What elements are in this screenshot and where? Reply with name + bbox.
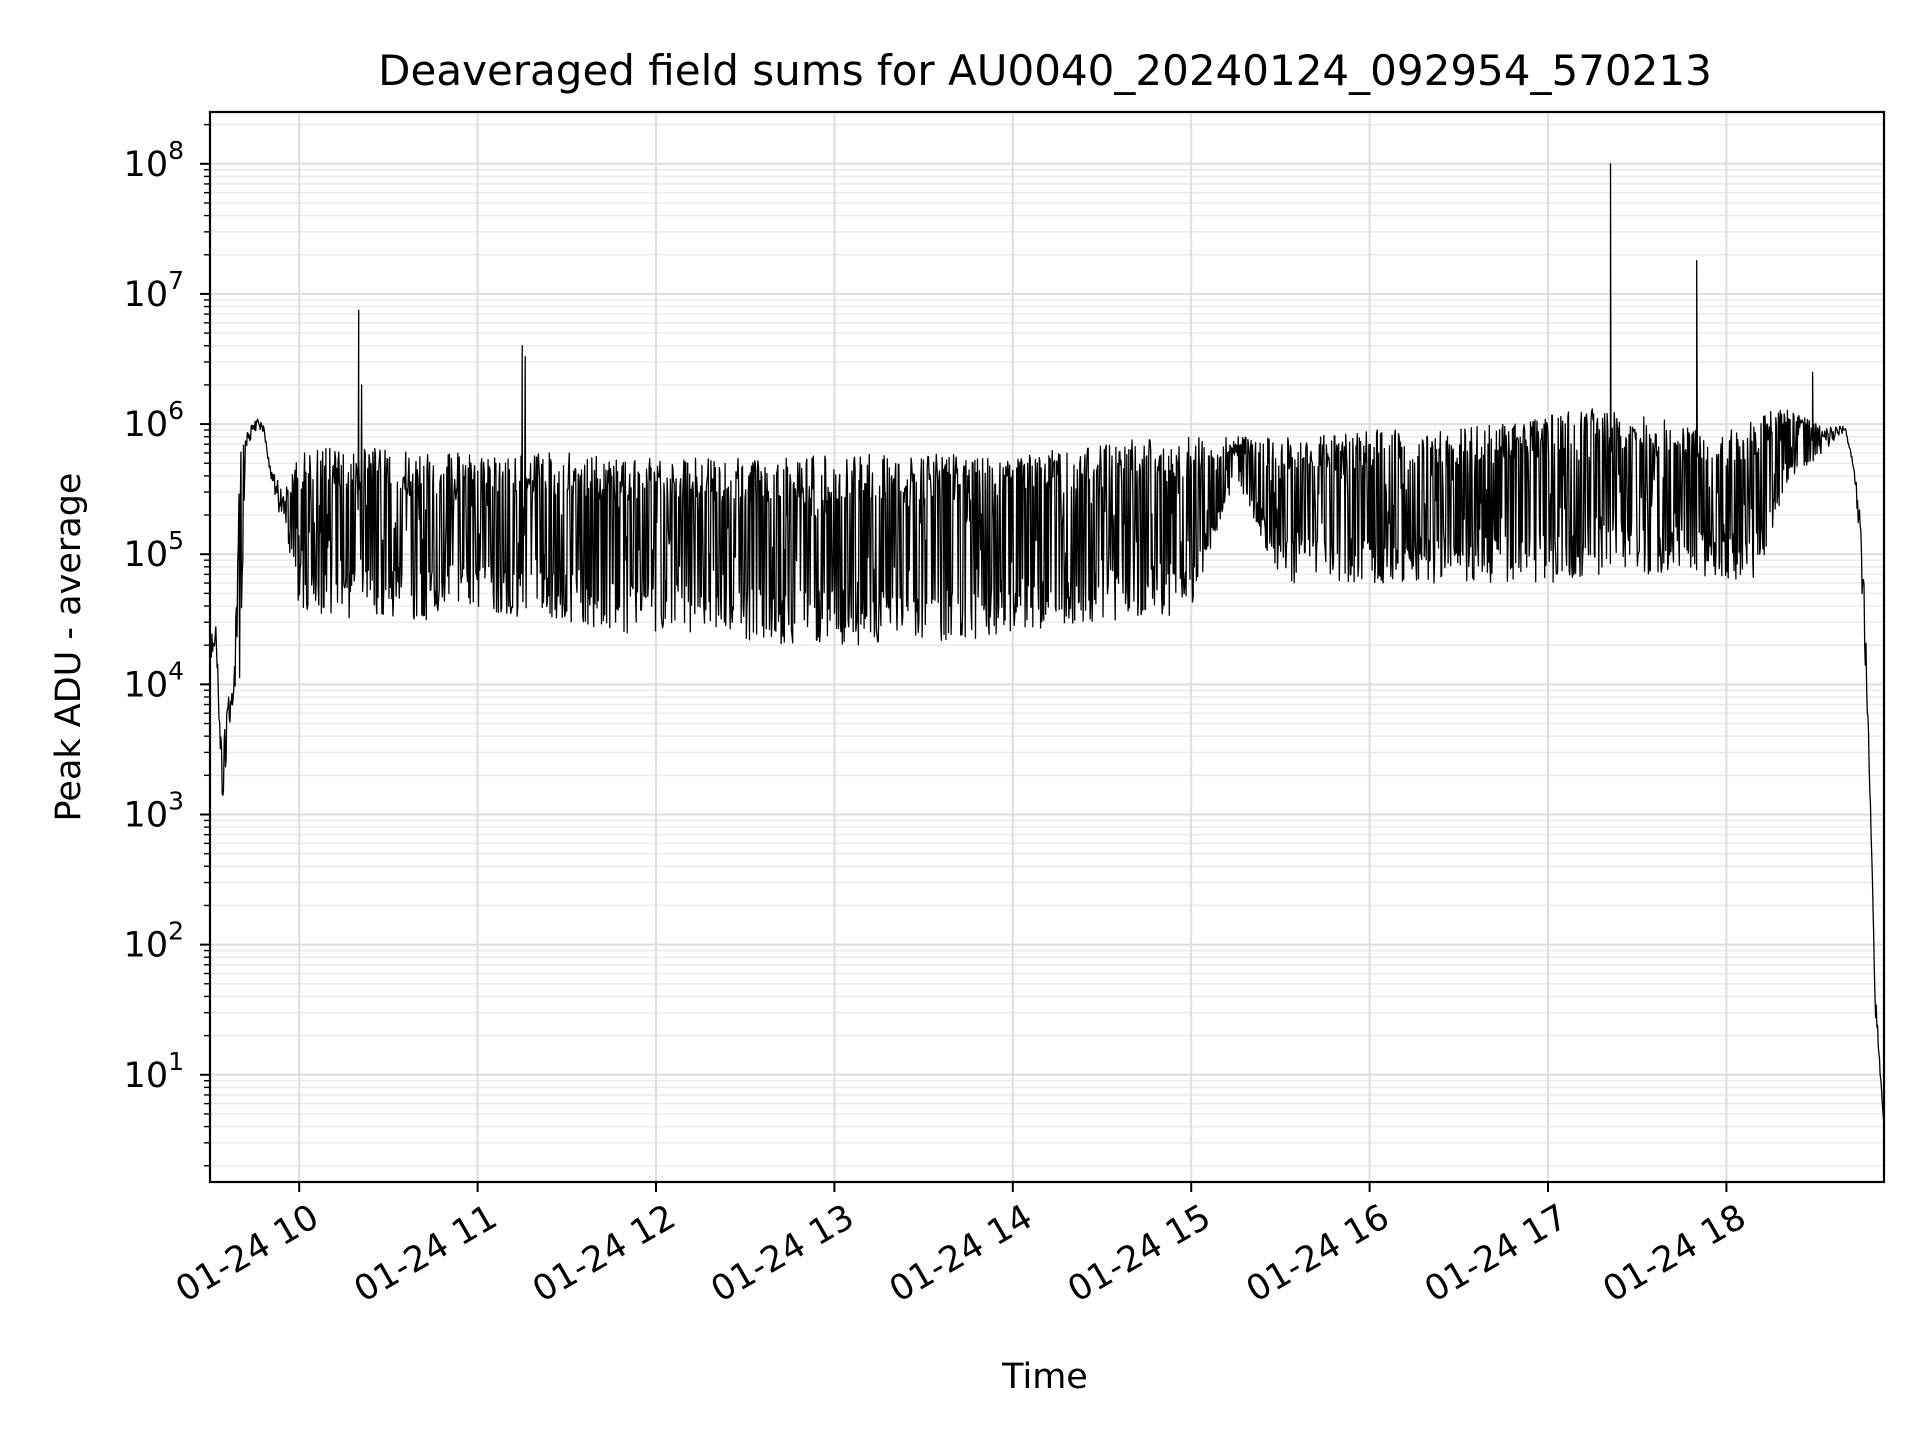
- y-tick-exponent: 8: [168, 136, 184, 165]
- y-tick-exponent: 1: [168, 1047, 184, 1076]
- y-tick-exponent: 3: [168, 786, 184, 815]
- y-tick-exponent: 4: [168, 656, 184, 685]
- y-tick-base: 10: [124, 145, 169, 185]
- y-tick-exponent: 2: [168, 917, 184, 946]
- y-tick-exponent: 6: [168, 396, 184, 425]
- y-tick-base: 10: [124, 1056, 169, 1096]
- y-axis-label: Peak ADU - average: [49, 473, 89, 822]
- y-tick-base: 10: [124, 405, 169, 445]
- y-tick-base: 10: [124, 535, 169, 575]
- y-tick-base: 10: [124, 795, 169, 835]
- x-axis-label: Time: [1001, 1357, 1088, 1397]
- chart-title: Deaveraged field sums for AU0040_2024012…: [378, 46, 1712, 95]
- y-tick-base: 10: [124, 275, 169, 315]
- y-tick-exponent: 7: [168, 266, 184, 295]
- y-tick-exponent: 5: [168, 526, 184, 555]
- y-tick-base: 10: [124, 926, 169, 966]
- y-tick-base: 10: [124, 665, 169, 705]
